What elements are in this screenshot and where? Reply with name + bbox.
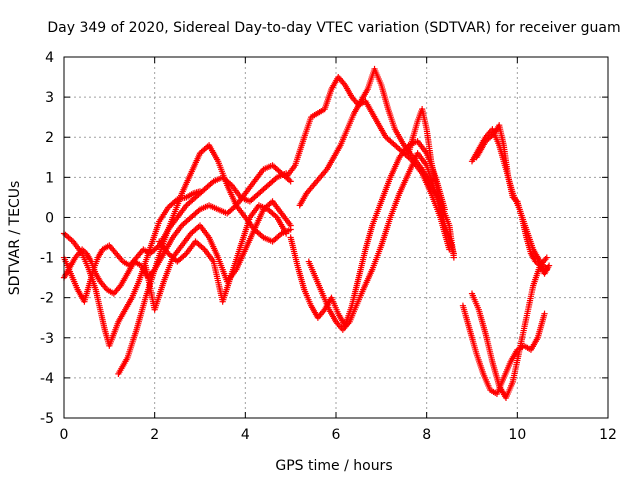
series-track-6 <box>156 202 290 305</box>
data-point-marker <box>545 262 553 269</box>
x-tick-label: 2 <box>150 427 159 443</box>
series-track-13 <box>459 302 548 398</box>
data-point-marker <box>287 178 294 185</box>
x-tick-label: 0 <box>60 427 69 443</box>
x-axis-label: GPS time / hours <box>275 458 392 474</box>
y-tick-label: 1 <box>45 170 54 186</box>
x-tick-label: 6 <box>332 427 341 443</box>
data-point-marker <box>283 230 290 237</box>
y-tick-label: 0 <box>45 210 54 226</box>
y-tick-label: -5 <box>40 411 54 427</box>
y-axis-label: SDTVAR / TECUs <box>7 181 23 296</box>
data-point-marker <box>448 242 455 249</box>
y-tick-label: 3 <box>45 90 54 106</box>
series-track-11 <box>405 106 455 249</box>
series-track-1 <box>60 188 204 349</box>
data-point-marker <box>287 222 294 229</box>
y-tick-label: 2 <box>45 130 54 146</box>
data-point-marker <box>543 254 550 261</box>
series-track-12 <box>468 254 550 402</box>
y-tick-label: -4 <box>40 371 54 387</box>
series-track-15 <box>473 122 553 277</box>
x-tick-label: 8 <box>422 427 431 443</box>
x-tick-label: 4 <box>241 427 250 443</box>
y-tick-label: 4 <box>45 50 54 66</box>
y-tick-label: -3 <box>40 331 54 347</box>
x-tick-label: 12 <box>599 427 617 443</box>
series-track-5 <box>142 198 294 313</box>
y-tick-label: -1 <box>40 251 54 267</box>
data-point-marker <box>450 250 457 257</box>
data-points <box>60 65 553 402</box>
series-track-3 <box>60 162 294 297</box>
plot-frame <box>63 56 609 419</box>
data-point-marker <box>541 310 548 317</box>
chart-title: Day 349 of 2020, Sidereal Day-to-day VTE… <box>47 20 620 36</box>
x-tick-label: 10 <box>508 427 526 443</box>
y-tick-label: -2 <box>40 291 54 307</box>
grid-lines <box>64 57 608 418</box>
